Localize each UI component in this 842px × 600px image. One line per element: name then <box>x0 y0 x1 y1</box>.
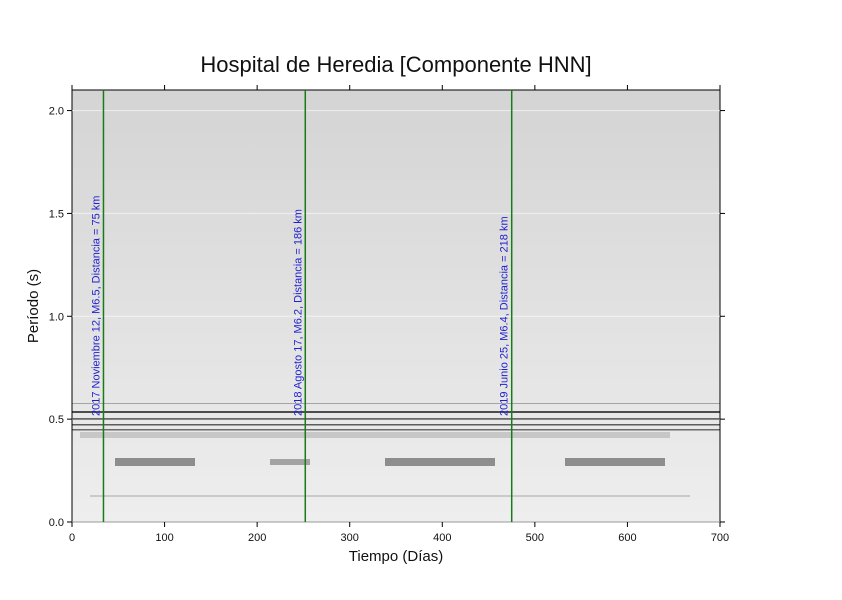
y-tick-label: 0.5 <box>49 414 64 426</box>
x-tick-label: 700 <box>711 532 729 544</box>
x-tick-label: 400 <box>433 532 451 544</box>
x-tick-label: 100 <box>155 532 173 544</box>
x-tick-label: 300 <box>341 532 359 544</box>
y-tick-label: 2.0 <box>49 106 64 118</box>
x-tick-label: 600 <box>618 532 636 544</box>
event-label: 2017 Noviembre 12, M6.5, Distancia = 75 … <box>90 196 102 416</box>
y-tick-label: 0.0 <box>49 517 64 529</box>
x-tick-label: 200 <box>248 532 266 544</box>
chart-title: Hospital de Heredia [Componente HNN] <box>200 52 591 77</box>
x-tick-label: 500 <box>526 532 544 544</box>
event-label: 2019 Junio 25, M6.4, Distancia = 218 km <box>499 216 511 416</box>
y-tick-label: 1.0 <box>49 311 64 323</box>
x-axis-label: Tiempo (Días) <box>349 548 443 565</box>
x-tick-label: 0 <box>69 532 75 544</box>
plot-background <box>72 90 720 522</box>
event-label: 2018 Agosto 17, M6.2, Distancia = 186 km <box>292 209 304 416</box>
y-axis-label: Período (s) <box>25 269 42 343</box>
y-tick-label: 1.5 <box>49 208 64 220</box>
